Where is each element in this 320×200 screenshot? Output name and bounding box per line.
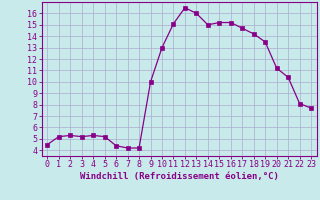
X-axis label: Windchill (Refroidissement éolien,°C): Windchill (Refroidissement éolien,°C)	[80, 172, 279, 181]
